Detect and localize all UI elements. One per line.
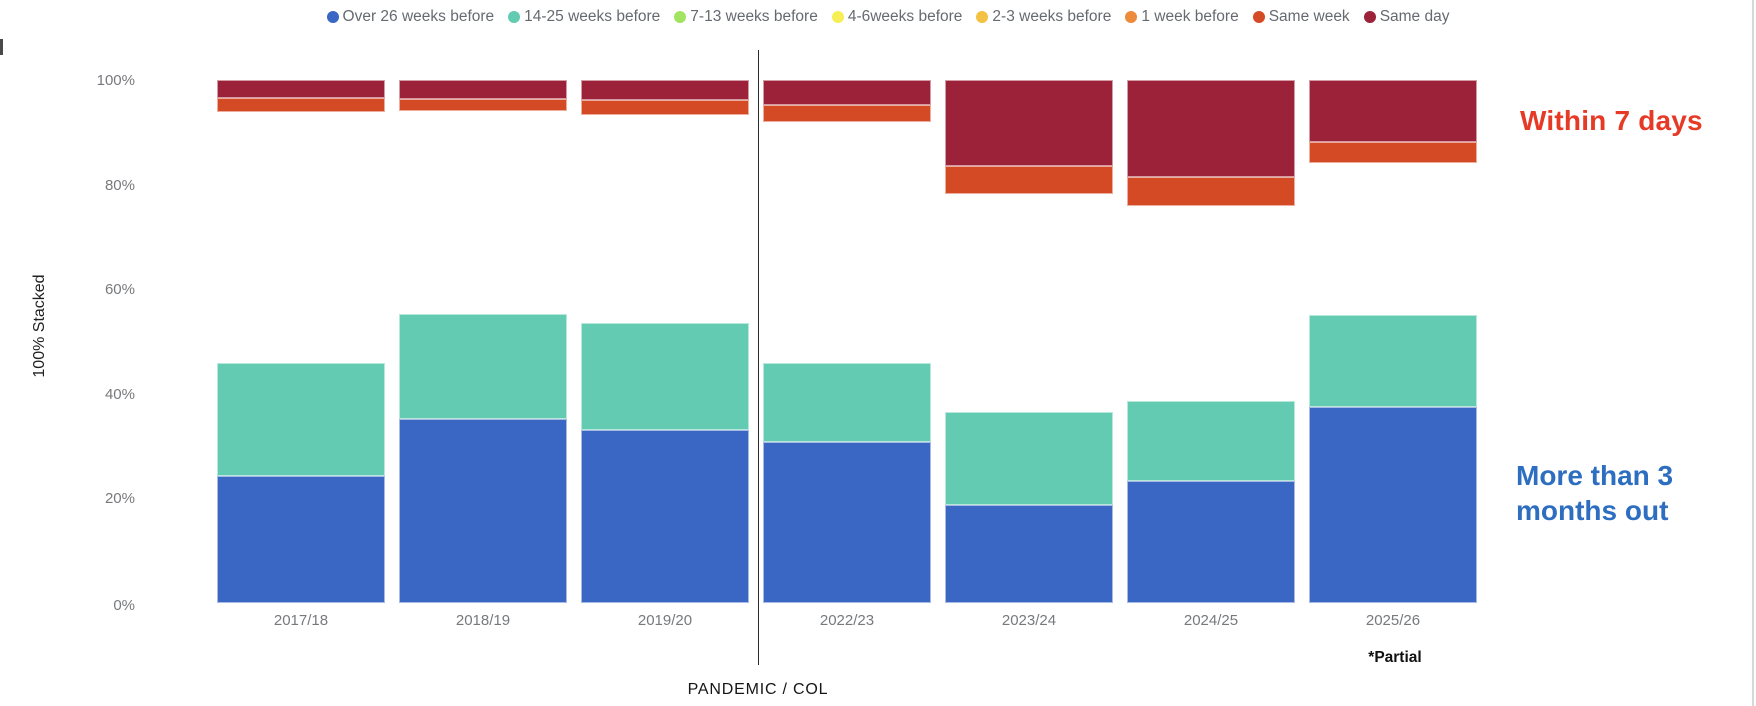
left-edge-artifact bbox=[0, 39, 3, 55]
segment-middle-categories-rendered-white- bbox=[1309, 163, 1477, 315]
bar-2025-26 bbox=[1309, 80, 1477, 603]
segment-14-25-weeks-before[interactable] bbox=[763, 363, 931, 442]
legend-color-dot-icon bbox=[508, 11, 521, 23]
legend-item-label: 2-3 weeks before bbox=[992, 8, 1112, 25]
segment-same-day[interactable] bbox=[945, 80, 1113, 166]
more-than-3-months-annotation: More than 3 months out bbox=[1516, 460, 1674, 526]
legend-item-label: Over 26 weeks before bbox=[342, 8, 495, 25]
segment-over-26-weeks-before[interactable] bbox=[581, 430, 749, 603]
bar-2018-19 bbox=[399, 80, 567, 603]
chart-legend: Over 26 weeks before 14-25 weeks before 7-… bbox=[0, 5, 1756, 29]
pandemic-col-label: PANDEMIC / COL bbox=[687, 681, 829, 698]
segment-14-25-weeks-before[interactable] bbox=[581, 322, 749, 431]
segment-middle-categories-rendered-white- bbox=[1127, 206, 1295, 402]
segment-same-week[interactable] bbox=[763, 105, 931, 122]
x-axis-label: 2022/23 bbox=[819, 612, 875, 629]
legend-item-label: 14-25 weeks before bbox=[524, 8, 661, 25]
segment-same-week[interactable] bbox=[581, 99, 749, 116]
x-axis-label: 2017/18 bbox=[273, 612, 329, 629]
segment-same-day[interactable] bbox=[1309, 80, 1477, 142]
segment-over-26-weeks-before[interactable] bbox=[945, 504, 1113, 603]
legend-color-dot-icon bbox=[976, 11, 989, 23]
legend-item[interactable]: 1 week before bbox=[1125, 8, 1239, 26]
segment-same-week[interactable] bbox=[945, 165, 1113, 194]
segment-14-25-weeks-before[interactable] bbox=[399, 314, 567, 419]
bar-2023-24 bbox=[945, 80, 1113, 603]
segment-14-25-weeks-before[interactable] bbox=[945, 411, 1113, 505]
segment-middle-categories-rendered-white- bbox=[763, 122, 931, 364]
segment-same-week[interactable] bbox=[399, 99, 567, 111]
y-axis-tick-label: 40% bbox=[104, 385, 135, 403]
legend-item[interactable]: 14-25 weeks before bbox=[508, 8, 660, 26]
pandemic-separator-line bbox=[758, 50, 759, 665]
segment-same-day[interactable] bbox=[217, 80, 385, 99]
legend-item-label: Same week bbox=[1268, 8, 1350, 25]
segment-over-26-weeks-before[interactable] bbox=[399, 418, 567, 603]
segment-over-26-weeks-before[interactable] bbox=[1127, 481, 1295, 603]
legend-item[interactable]: Over 26 weeks before bbox=[326, 8, 495, 26]
legend-item[interactable]: Same day bbox=[1363, 8, 1450, 26]
y-axis-tick-label: 100% bbox=[96, 72, 135, 89]
segment-14-25-weeks-before[interactable] bbox=[1309, 315, 1477, 407]
legend-color-dot-icon bbox=[1252, 11, 1265, 23]
within-7-days-annotation: Within 7 days bbox=[1520, 105, 1703, 136]
legend-item[interactable]: 7-13 weeks before bbox=[674, 8, 818, 26]
legend-item-label: 4-6weeks before bbox=[847, 8, 963, 25]
legend-item-label: 7-13 weeks before bbox=[690, 8, 818, 25]
segment-middle-categories-rendered-white- bbox=[399, 111, 567, 314]
page-right-edge-line bbox=[1752, 0, 1754, 706]
legend-color-dot-icon bbox=[1363, 11, 1376, 23]
legend-color-dot-icon bbox=[1125, 11, 1138, 23]
segment-same-week[interactable] bbox=[217, 98, 385, 113]
legend-item-label: Same day bbox=[1379, 8, 1450, 25]
y-axis-tick-label: 0% bbox=[113, 597, 135, 614]
legend-color-dot-icon bbox=[326, 11, 339, 23]
legend-item[interactable]: 4-6weeks before bbox=[831, 8, 963, 26]
segment-same-week[interactable] bbox=[1309, 141, 1477, 164]
segment-14-25-weeks-before[interactable] bbox=[217, 363, 385, 476]
bar-2024-25 bbox=[1127, 80, 1295, 603]
segment-over-26-weeks-before[interactable] bbox=[217, 475, 385, 603]
segment-same-day[interactable] bbox=[581, 80, 749, 100]
segment-same-day[interactable] bbox=[399, 80, 567, 100]
y-axis-title: 100% Stacked bbox=[31, 274, 48, 378]
segment-same-week[interactable] bbox=[1127, 176, 1295, 206]
legend-item-label: 1 week before bbox=[1141, 8, 1239, 25]
partial-note: *Partial bbox=[1368, 649, 1422, 666]
legend-color-dot-icon bbox=[674, 11, 687, 23]
segment-same-day[interactable] bbox=[763, 80, 931, 106]
legend-color-dot-icon bbox=[831, 11, 844, 23]
x-axis-label: 2023/24 bbox=[1001, 612, 1057, 629]
legend-item[interactable]: Same week bbox=[1252, 8, 1350, 26]
x-axis-label: 2025/26 bbox=[1365, 612, 1421, 629]
y-axis-tick-label: 60% bbox=[104, 281, 135, 299]
legend-item[interactable]: 2-3 weeks before bbox=[976, 8, 1111, 26]
segment-middle-categories-rendered-white- bbox=[217, 112, 385, 363]
segment-same-day[interactable] bbox=[1127, 80, 1295, 177]
x-axis-label: 2024/25 bbox=[1183, 612, 1239, 629]
segment-over-26-weeks-before[interactable] bbox=[1309, 406, 1477, 603]
bar-2022-23 bbox=[763, 80, 931, 603]
y-axis-tick-label: 80% bbox=[104, 176, 135, 194]
x-axis-label: 2019/20 bbox=[637, 612, 693, 629]
segment-14-25-weeks-before[interactable] bbox=[1127, 401, 1295, 482]
segment-middle-categories-rendered-white- bbox=[945, 194, 1113, 412]
y-axis-tick-label: 20% bbox=[104, 490, 135, 508]
segment-over-26-weeks-before[interactable] bbox=[763, 441, 931, 603]
bar-2017-18 bbox=[217, 80, 385, 603]
bar-2019-20 bbox=[581, 80, 749, 603]
x-axis-label: 2018/19 bbox=[455, 612, 511, 629]
segment-middle-categories-rendered-white- bbox=[581, 115, 749, 323]
